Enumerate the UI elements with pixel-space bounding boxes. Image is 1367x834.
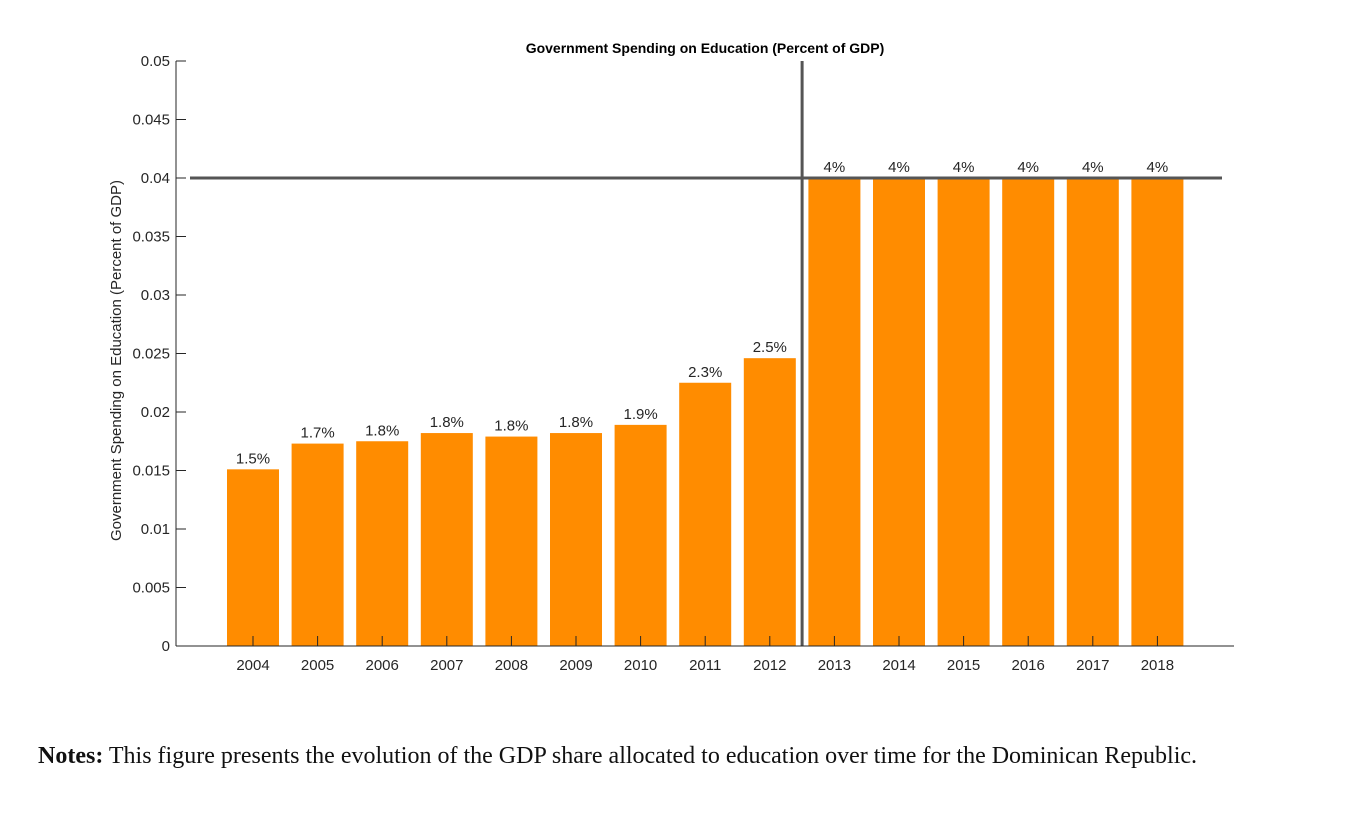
data-label: 1.9% (623, 406, 657, 423)
data-label: 1.8% (559, 414, 593, 431)
data-label: 2.3% (688, 364, 722, 381)
x-tick-label: 2009 (559, 657, 592, 674)
y-tick-label: 0 (162, 638, 170, 655)
data-label: 2.5% (753, 339, 787, 356)
data-label: 1.5% (236, 450, 270, 467)
data-label: 1.8% (430, 414, 464, 431)
bar-2014 (873, 178, 925, 646)
bar-2007 (420, 433, 473, 646)
x-tick-label: 2007 (430, 657, 463, 674)
data-label: 1.7% (300, 425, 334, 442)
data-label: 1.8% (494, 418, 528, 435)
y-tick-label: 0.02 (141, 404, 170, 421)
x-tick-label: 2015 (947, 657, 980, 674)
x-tick-label: 2016 (1012, 657, 1045, 674)
data-label: 4% (888, 159, 910, 176)
bar-2010 (614, 424, 667, 646)
x-tick-label: 2011 (689, 657, 721, 674)
y-tick-label: 0.03 (141, 287, 170, 304)
y-tick-label: 0.01 (141, 521, 170, 538)
data-label: 4% (1147, 159, 1169, 176)
chart-title: Government Spending on Education (Percen… (526, 40, 885, 56)
y-tick-label: 0.015 (132, 463, 170, 480)
y-tick-label: 0.04 (141, 170, 170, 187)
x-tick-label: 2013 (818, 657, 851, 674)
x-tick-label: 2010 (624, 657, 657, 674)
x-tick-label: 2017 (1076, 657, 1109, 674)
x-tick-label: 2014 (882, 657, 915, 674)
bar-2017 (1066, 178, 1119, 646)
figure-notes: Notes: This figure presents the evolutio… (38, 742, 1338, 770)
bar-2011 (679, 382, 732, 646)
y-tick-label: 0.045 (132, 112, 170, 129)
y-tick-label: 0.035 (132, 229, 170, 246)
bar-2005 (291, 443, 344, 646)
bar-2013 (808, 178, 861, 646)
y-tick-label: 0.005 (132, 580, 170, 597)
x-tick-label: 2004 (236, 657, 269, 674)
data-labels-group: 1.5% 1.7% 1.8% 1.8% 1.8% 1.8% 1.9% 2.3% 2.5% 4% 4%… (236, 159, 1168, 467)
x-tick-label: 2012 (753, 657, 786, 674)
axes-group: 0 0.005 0.01 0.015 0.02 0.025 0.03 0.035 0.04 0.0… (132, 53, 1234, 674)
y-axis-label: Government Spending on Education (Percen… (108, 180, 125, 541)
notes-label: Notes: (38, 743, 104, 769)
bar-2015 (937, 178, 990, 646)
data-label: 4% (953, 159, 975, 176)
bars-group (227, 178, 1184, 646)
y-tick-label: 0.025 (132, 346, 170, 363)
data-label: 4% (1017, 159, 1039, 176)
bar-chart: 0 0.005 0.01 0.015 0.02 0.025 0.03 0.035 0.04 0.0… (108, 40, 1234, 674)
notes-text: This figure presents the evolution of th… (103, 743, 1198, 769)
bar-2009 (550, 433, 602, 646)
bar-2004 (227, 469, 279, 646)
x-tick-label: 2006 (366, 657, 399, 674)
reference-lines-group (190, 61, 1222, 646)
y-tick-label: 0.05 (141, 53, 170, 70)
chart-canvas: 0 0.005 0.01 0.015 0.02 0.025 0.03 0.035 0.04 0.0… (108, 40, 1234, 674)
data-label: 4% (824, 159, 846, 176)
x-tick-label: 2008 (495, 657, 528, 674)
bar-2016 (1002, 178, 1055, 646)
bar-2008 (485, 436, 538, 646)
x-tick-label: 2018 (1141, 657, 1174, 674)
data-label: 1.8% (365, 422, 399, 439)
bar-2018 (1131, 178, 1184, 646)
bar-2006 (356, 441, 409, 646)
x-tick-label: 2005 (301, 657, 334, 674)
data-label: 4% (1082, 159, 1104, 176)
bar-2012 (743, 358, 796, 646)
